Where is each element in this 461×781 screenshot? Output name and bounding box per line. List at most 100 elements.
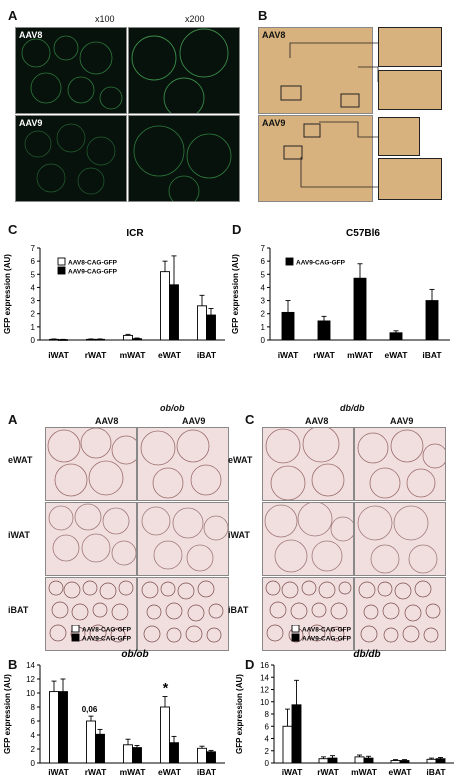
legend-swatch <box>285 257 294 266</box>
panel-label-d-bottom-chart: D <box>245 657 255 672</box>
y-tick-label: 0 <box>31 336 36 345</box>
bar <box>206 314 216 341</box>
x-tick-label: mWAT <box>351 767 378 777</box>
legend-label: AAV8-CAG-GFP <box>302 627 352 634</box>
bar <box>318 758 329 764</box>
y-tick-label: 4 <box>265 735 270 744</box>
title-dbdb: db/db <box>340 403 365 413</box>
ihc-aav8-inset-2 <box>378 70 442 110</box>
x-tick-label: rWAT <box>85 767 107 777</box>
bar <box>132 747 142 764</box>
row-label-iwat-dbdb: iWAT <box>228 530 250 540</box>
y-tick-label: 4 <box>31 731 36 740</box>
histology-obob-aav8-iwat <box>45 502 137 576</box>
adipocyte-pattern <box>265 428 345 500</box>
row-label-iwat-obob: iWAT <box>8 530 30 540</box>
col-label-aav9-dbdb: AAV9 <box>390 416 414 426</box>
bar <box>327 757 338 764</box>
bar <box>169 742 179 764</box>
y-tick-label: 6 <box>265 722 270 731</box>
fluorescence-cells-pattern <box>131 28 229 113</box>
histology-dbdb-aav8-ewat <box>262 427 354 501</box>
y-tick-label: 12 <box>260 686 269 695</box>
x-tick-label: iBAT <box>426 767 446 777</box>
panel-label-c-chart: C <box>8 222 18 237</box>
title-obob: ob/ob <box>160 403 185 413</box>
y-tick-label: 3 <box>31 297 36 306</box>
ihc-aav9-inset-1 <box>378 117 420 156</box>
row-label-ibat-obob: iBAT <box>8 605 29 615</box>
bar <box>426 758 437 764</box>
x-tick-label: iBAT <box>197 767 217 777</box>
fluorescence-cells-pattern <box>24 123 116 195</box>
x-tick-label: iBAT <box>422 350 442 360</box>
adipocyte-pattern <box>357 429 445 499</box>
x-tick-label: rWAT <box>313 350 335 360</box>
micrograph-aav8-x200 <box>128 27 240 114</box>
x-tick-label: iWAT <box>48 350 69 360</box>
legend-swatch <box>71 633 80 642</box>
x-tick-label: eWAT <box>158 350 182 360</box>
bar <box>425 300 439 341</box>
fluorescence-cells-pattern <box>21 35 123 110</box>
bar <box>282 725 293 764</box>
y-tick-label: 16 <box>260 661 269 670</box>
bar <box>363 757 374 764</box>
row-label-aav9: AAV9 <box>19 118 43 128</box>
y-tick-label: 2 <box>31 310 36 319</box>
ihc-aav9: AAV9 <box>258 115 373 202</box>
y-axis-label: GFP expression (AU) <box>3 674 12 754</box>
bar <box>435 758 446 764</box>
y-tick-label: 2 <box>265 747 270 756</box>
bar <box>95 338 105 341</box>
micrograph-aav9-x100: AAV9 <box>15 115 127 202</box>
y-tick-label: 7 <box>261 244 266 253</box>
bar <box>160 706 170 764</box>
y-tick-label: 10 <box>26 689 35 698</box>
chart-title: ICR <box>126 228 144 239</box>
micrograph-aav9-x200 <box>128 115 240 202</box>
histology-obob-aav9-ewat <box>137 427 229 501</box>
x-tick-label: eWAT <box>158 767 182 777</box>
ihc-stain-texture <box>280 85 360 108</box>
bar <box>123 744 133 764</box>
y-tick-label: 4 <box>261 283 266 292</box>
y-tick-label: 3 <box>261 297 266 306</box>
histology-dbdb-aav8-ibat <box>262 577 354 651</box>
annotation: 0,06 <box>82 705 98 714</box>
magnification-x200: x200 <box>185 14 205 24</box>
bar <box>197 305 207 341</box>
bar <box>206 751 216 764</box>
bar <box>317 320 331 341</box>
y-tick-label: 6 <box>31 717 36 726</box>
y-tick-label: 7 <box>31 244 36 253</box>
adipocyte-pattern <box>47 428 136 497</box>
histology-dbdb-aav9-iwat <box>354 502 446 576</box>
legend-label: AAV8-CAG-GFP <box>68 260 118 267</box>
bar <box>354 756 365 764</box>
legend-label: AAV9-CAG-GFP <box>68 269 118 276</box>
ihc-aav9-inset-2 <box>378 158 442 200</box>
legend-label: AAV9-CAG-GFP <box>302 636 352 643</box>
chart-title: C57Bl6 <box>346 228 380 239</box>
magnification-x100: x100 <box>95 14 115 24</box>
row-label-aav8-ihc: AAV8 <box>262 30 286 40</box>
histology-obob-aav9-iwat <box>137 502 229 576</box>
y-tick-label: 5 <box>261 270 266 279</box>
bar <box>281 311 295 341</box>
legend-swatch <box>291 625 300 633</box>
legend-label: AAV9-CAG-GFP <box>82 636 132 643</box>
adipocyte-pattern <box>358 580 441 643</box>
y-tick-label: 2 <box>31 745 36 754</box>
bar <box>399 760 410 764</box>
chart-title: ob/ob <box>121 649 148 660</box>
panel-label-d-chart: D <box>232 222 242 237</box>
x-tick-label: rWAT <box>85 350 107 360</box>
y-axis-label: GFP expression (AU) <box>231 254 240 334</box>
y-tick-label: 14 <box>260 673 269 682</box>
row-label-ibat-dbdb: iBAT <box>228 605 249 615</box>
panel-label-c-bottom: C <box>245 412 255 427</box>
y-tick-label: 8 <box>31 703 36 712</box>
x-tick-label: rWAT <box>317 767 339 777</box>
bar <box>86 338 96 341</box>
